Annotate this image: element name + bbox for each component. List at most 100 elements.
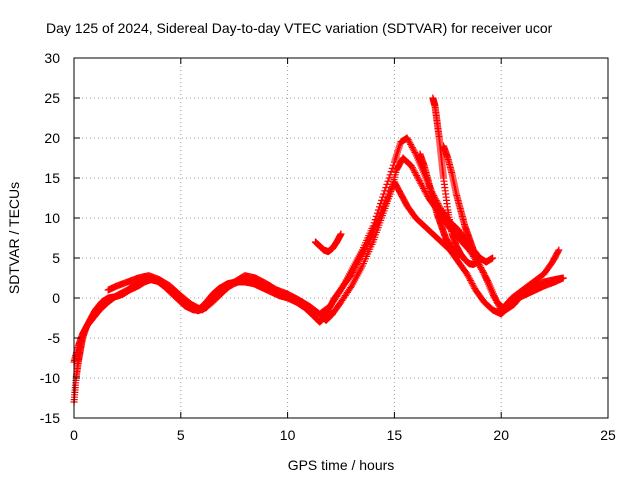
y-tick-label: 25 — [44, 90, 60, 106]
data-point — [418, 181, 426, 189]
data-point — [409, 145, 417, 153]
data-point — [490, 293, 498, 301]
grid-layer — [74, 58, 608, 418]
data-point — [378, 196, 386, 204]
x-tick-label: 0 — [70, 427, 78, 443]
series-trace-3 — [104, 134, 563, 318]
y-axis-label: SDTVAR / TECUs — [6, 182, 22, 294]
data-point — [417, 180, 425, 188]
data-point — [465, 273, 473, 281]
data-point — [379, 193, 387, 201]
data-point — [495, 301, 503, 309]
series-trace-5 — [429, 94, 482, 268]
data-point — [371, 216, 379, 224]
y-tick-label: 20 — [44, 130, 60, 146]
y-tick-label: 10 — [44, 210, 60, 226]
data-point — [470, 283, 478, 291]
series-trace-6 — [416, 150, 462, 262]
data-point — [414, 175, 422, 183]
data-point — [409, 165, 417, 173]
data-point — [386, 171, 394, 179]
data-point — [407, 162, 415, 170]
x-tick-label: 25 — [600, 427, 616, 443]
data-point — [411, 168, 419, 176]
data-point — [384, 177, 392, 185]
tick-layer: 0 5 10 15 20 25 -15 -10 -5 0 5 10 15 20 25 30 — [40, 50, 616, 443]
y-tick-label: 15 — [44, 170, 60, 186]
data-point — [491, 295, 499, 303]
data-point — [382, 184, 390, 192]
x-tick-label: 20 — [493, 427, 509, 443]
data-point — [387, 168, 395, 176]
data-point — [407, 142, 415, 150]
data-point — [468, 280, 476, 288]
data-point — [416, 178, 424, 186]
data-point — [406, 139, 414, 147]
data-point — [479, 268, 487, 276]
data-point — [436, 203, 444, 211]
chart-title: Day 125 of 2024, Sidereal Day-to-day VTE… — [46, 20, 553, 36]
data-point — [415, 176, 423, 184]
data-point — [411, 148, 419, 156]
data-point — [385, 174, 393, 182]
data-point — [410, 147, 418, 155]
data-point — [420, 186, 428, 194]
data-point — [467, 278, 475, 286]
y-tick-label: -10 — [40, 370, 60, 386]
data-point — [370, 219, 378, 227]
data-point — [494, 300, 502, 308]
data-point — [375, 203, 383, 211]
x-tick-label: 5 — [177, 427, 185, 443]
data-point — [419, 183, 427, 191]
data-series-layer — [70, 94, 567, 406]
data-point — [347, 284, 355, 292]
data-point — [555, 246, 563, 254]
data-point — [421, 188, 429, 196]
x-axis-label: GPS time / hours — [288, 457, 395, 473]
data-point — [407, 140, 415, 148]
data-point — [464, 272, 472, 280]
data-point — [489, 290, 497, 298]
data-point — [389, 161, 397, 169]
data-point — [410, 167, 418, 175]
data-point — [408, 164, 416, 172]
data-point — [337, 230, 345, 238]
data-point — [476, 262, 484, 270]
data-point — [474, 258, 482, 266]
y-tick-label: 5 — [52, 250, 60, 266]
data-point — [559, 274, 567, 282]
y-tick-label: -5 — [48, 330, 61, 346]
data-point — [478, 267, 486, 275]
data-point — [369, 222, 377, 230]
data-point — [380, 190, 388, 198]
x-tick-label: 15 — [387, 427, 403, 443]
data-point — [388, 164, 396, 172]
data-point — [490, 292, 498, 300]
data-point — [489, 254, 497, 262]
plot-frame — [73, 57, 609, 419]
x-tick-label: 10 — [280, 427, 296, 443]
data-point — [463, 270, 471, 278]
data-point — [405, 137, 413, 145]
y-tick-label: 0 — [52, 290, 60, 306]
data-point — [373, 209, 381, 217]
data-point — [408, 144, 416, 152]
data-point — [412, 170, 420, 178]
data-point — [419, 184, 427, 192]
data-point — [466, 276, 474, 284]
data-point — [454, 254, 462, 262]
data-point — [477, 264, 485, 272]
data-point — [374, 206, 382, 214]
data-point — [413, 172, 421, 180]
data-point — [478, 265, 486, 273]
data-point — [381, 187, 389, 195]
data-point — [466, 275, 474, 283]
data-point — [554, 247, 562, 255]
data-point — [469, 281, 477, 289]
data-point — [372, 212, 380, 220]
data-point — [404, 136, 412, 144]
data-point — [413, 173, 421, 181]
series-trace-7 — [440, 142, 497, 266]
